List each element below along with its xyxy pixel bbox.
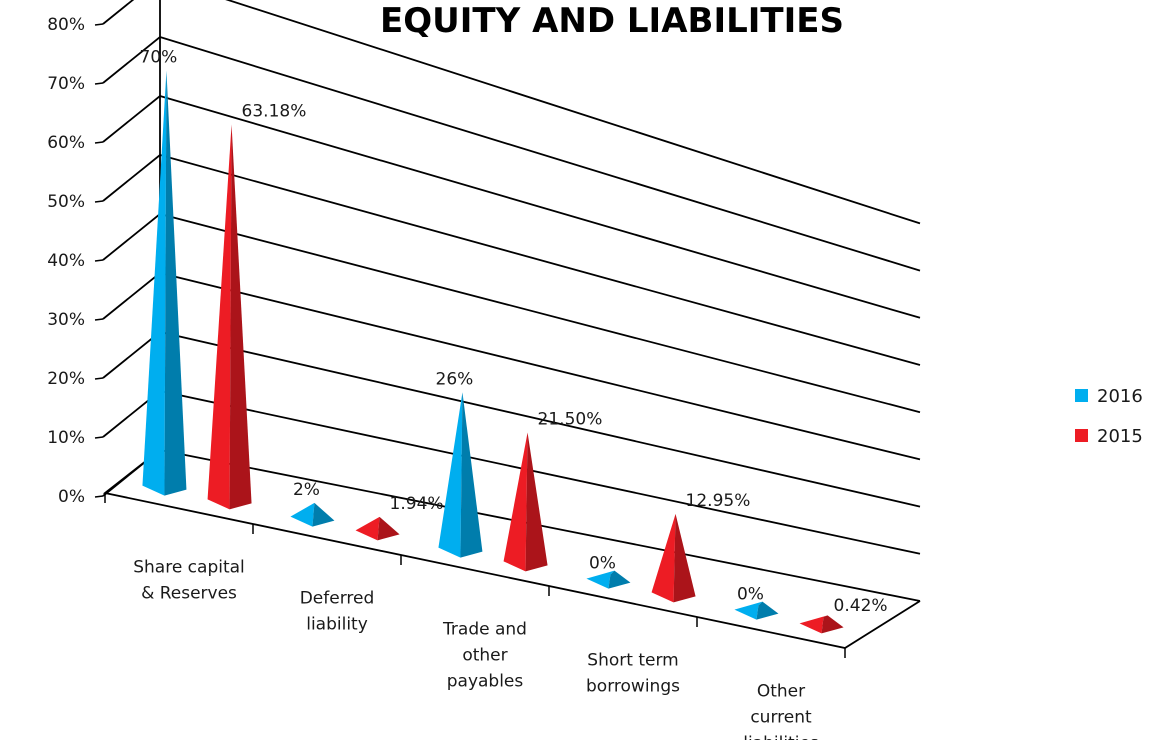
- category-label: Deferred liability: [300, 589, 375, 635]
- pyramid-face-left: [142, 70, 167, 496]
- data-label: 1.94%: [390, 494, 444, 514]
- y-tick-mark: [94, 436, 104, 439]
- data-label: 0%: [737, 585, 764, 605]
- y-tick-label: 60%: [47, 133, 85, 153]
- y-tick-label: 50%: [47, 192, 85, 212]
- pyramid-2015-4: [799, 615, 844, 634]
- legend-swatch-2016: [1075, 389, 1088, 402]
- pyramid-face-left: [734, 601, 763, 620]
- y-tick-labels: 0% 10% 20% 30% 40% 50% 60% 70% 80%: [47, 15, 104, 507]
- pyramid-face-left: [586, 570, 615, 589]
- y-tick-mark: [94, 259, 104, 262]
- y-tick-label: 40%: [47, 251, 85, 271]
- data-label: 2%: [293, 480, 320, 500]
- y-tick-label: 20%: [47, 369, 85, 389]
- data-labels: 70% 63.18% 2% 1.94% 26% 21.50% 0% 12.95% 0% 0.42%: [140, 48, 888, 616]
- data-label: 0.42%: [834, 596, 888, 616]
- y-tick-label: 10%: [47, 428, 85, 448]
- pyramid-2015-2: [503, 432, 548, 572]
- category-label: Trade and other payables: [442, 620, 527, 692]
- pyramid-face-right: [229, 124, 252, 510]
- y-tick-mark: [94, 141, 104, 144]
- pyramid-2015-3: [651, 513, 696, 603]
- pyramid-2016-2: [438, 392, 483, 558]
- y-tick-label: 80%: [47, 15, 85, 35]
- pyramid-face-right: [821, 615, 844, 634]
- y-tick-label: 0%: [58, 487, 85, 507]
- pyramid-2015-0: [207, 124, 252, 510]
- y-tick-mark: [94, 377, 104, 380]
- y-tick-mark: [94, 82, 104, 85]
- data-label: 21.50%: [538, 409, 603, 429]
- category-label: Othercurrentliabilities: [743, 682, 819, 741]
- y-tick-mark: [94, 495, 104, 498]
- legend: 2016 2015: [1075, 386, 1143, 447]
- category-label: Share capital & Reserves: [133, 558, 245, 604]
- y-tick-label: 30%: [47, 310, 85, 330]
- pyramid-face-right: [608, 570, 631, 589]
- data-label: 0%: [589, 554, 616, 574]
- data-label: 70%: [140, 48, 178, 68]
- pyramid-face-left: [290, 502, 315, 527]
- pyramid-face-right: [525, 432, 548, 572]
- pyramid-face-left: [799, 615, 828, 634]
- chart-title: EQUITY AND LIABILITIES: [380, 1, 844, 41]
- legend-label: 2016: [1097, 386, 1143, 407]
- data-label: 12.95%: [686, 491, 751, 511]
- pyramid-face-left: [503, 432, 528, 572]
- pyramid-2015-1: [355, 516, 400, 541]
- pyramid-face-left: [438, 392, 463, 558]
- pyramid-face-right: [377, 516, 400, 541]
- y-tick-mark: [94, 200, 104, 203]
- data-label: 63.18%: [242, 102, 307, 122]
- pyramid-face-left: [355, 516, 380, 541]
- pyramid-face-right: [756, 601, 779, 620]
- y-tick-mark: [94, 318, 104, 321]
- category-label: Short term borrowings: [586, 651, 680, 697]
- pyramid-2016-1: [290, 502, 335, 527]
- data-label: 26%: [436, 369, 474, 389]
- pyramid-2016-4: [734, 601, 779, 620]
- pyramid-face-right: [164, 70, 187, 496]
- pyramid-face-left: [651, 513, 676, 603]
- gridline: [102, 0, 921, 225]
- pyramid-face-right: [460, 392, 483, 558]
- pyramid-marks: [142, 70, 844, 634]
- floor-outline: [102, 449, 921, 649]
- legend-swatch-2015: [1075, 429, 1088, 442]
- pyramid-2016-0: [142, 70, 187, 496]
- pyramid-face-right: [312, 502, 335, 527]
- category-labels: Share capital & Reserves Deferred liability…: [133, 558, 819, 745]
- pyramid-face-right: [673, 513, 696, 603]
- y-tick-label: 70%: [47, 74, 85, 94]
- pyramid-face-left: [207, 124, 232, 510]
- legend-label: 2015: [1097, 426, 1143, 447]
- y-tick-mark: [94, 23, 104, 26]
- pyramid-2016-3: [586, 570, 631, 589]
